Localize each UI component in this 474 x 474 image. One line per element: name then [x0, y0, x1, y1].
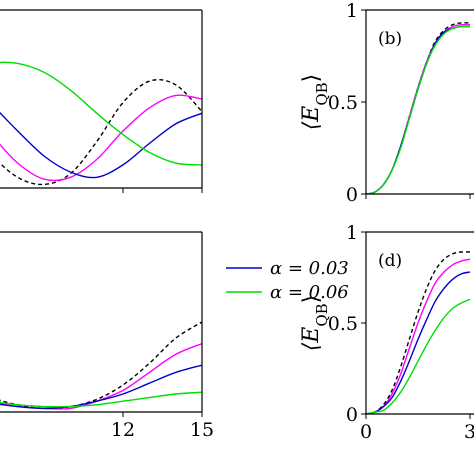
x-tick-label: 3 — [464, 421, 474, 443]
y-tick-label: 0 — [346, 404, 358, 426]
panel-d-plot: 0 0.5 1 0 3 (d) ⟨EQB⟩ — [299, 222, 474, 443]
series-line-2 — [366, 25, 471, 194]
series-line-3 — [0, 391, 202, 408]
y-axis-label-sub: QB — [313, 303, 331, 326]
series-line-1 — [0, 94, 202, 182]
y-axis-label-close: ⟩ — [299, 295, 324, 304]
x-tick-label: 15 — [190, 419, 214, 441]
panel-label: (d) — [378, 251, 402, 271]
legend: α = 0.03 α = 0.06 — [226, 258, 349, 303]
x-tick-label: 0 — [360, 421, 372, 443]
y-axis-label: ⟨EQB⟩ — [299, 74, 331, 131]
panel-c-plot: 01215α = 0.03α = 0.06 — [0, 231, 349, 441]
panel-a-plot — [0, 9, 203, 193]
y-axis-label: ⟨EQB⟩ — [299, 295, 331, 352]
y-axis-label-main: ⟨E — [299, 327, 324, 352]
y-tick-label: 0.5 — [328, 92, 358, 114]
series-line-3 — [0, 61, 202, 166]
y-tick-label: 1 — [346, 0, 358, 22]
y-axis-label-sub: QB — [313, 82, 331, 105]
series-line-0 — [0, 321, 202, 410]
x-tick-label: 12 — [111, 419, 135, 441]
y-axis-label-main: ⟨E — [299, 106, 324, 131]
panel-label: (b) — [378, 29, 402, 49]
series-line-0 — [0, 78, 202, 186]
series-line-3 — [366, 298, 471, 414]
series-line-1 — [0, 342, 202, 410]
legend-label: α = 0.03 — [270, 258, 349, 279]
series-line-3 — [366, 25, 471, 194]
series-group — [0, 321, 202, 410]
series-line-0 — [366, 251, 471, 414]
series-line-2 — [366, 271, 471, 414]
y-tick-label: 1 — [346, 222, 358, 244]
y-tick-label: 0.5 — [328, 313, 358, 335]
series-line-2 — [0, 111, 202, 179]
series-line-0 — [366, 22, 471, 194]
series-line-1 — [366, 23, 471, 194]
series-group — [366, 22, 471, 194]
y-axis-label-close: ⟩ — [299, 74, 324, 83]
series-line-2 — [0, 364, 202, 410]
panel-b-plot: 0 0.5 1 (b) ⟨EQB⟩ — [299, 0, 474, 206]
series-line-1 — [366, 258, 471, 414]
series-group — [0, 61, 202, 186]
y-tick-label: 0 — [346, 184, 358, 206]
legend-label: α = 0.06 — [270, 282, 349, 303]
series-group — [366, 251, 471, 414]
